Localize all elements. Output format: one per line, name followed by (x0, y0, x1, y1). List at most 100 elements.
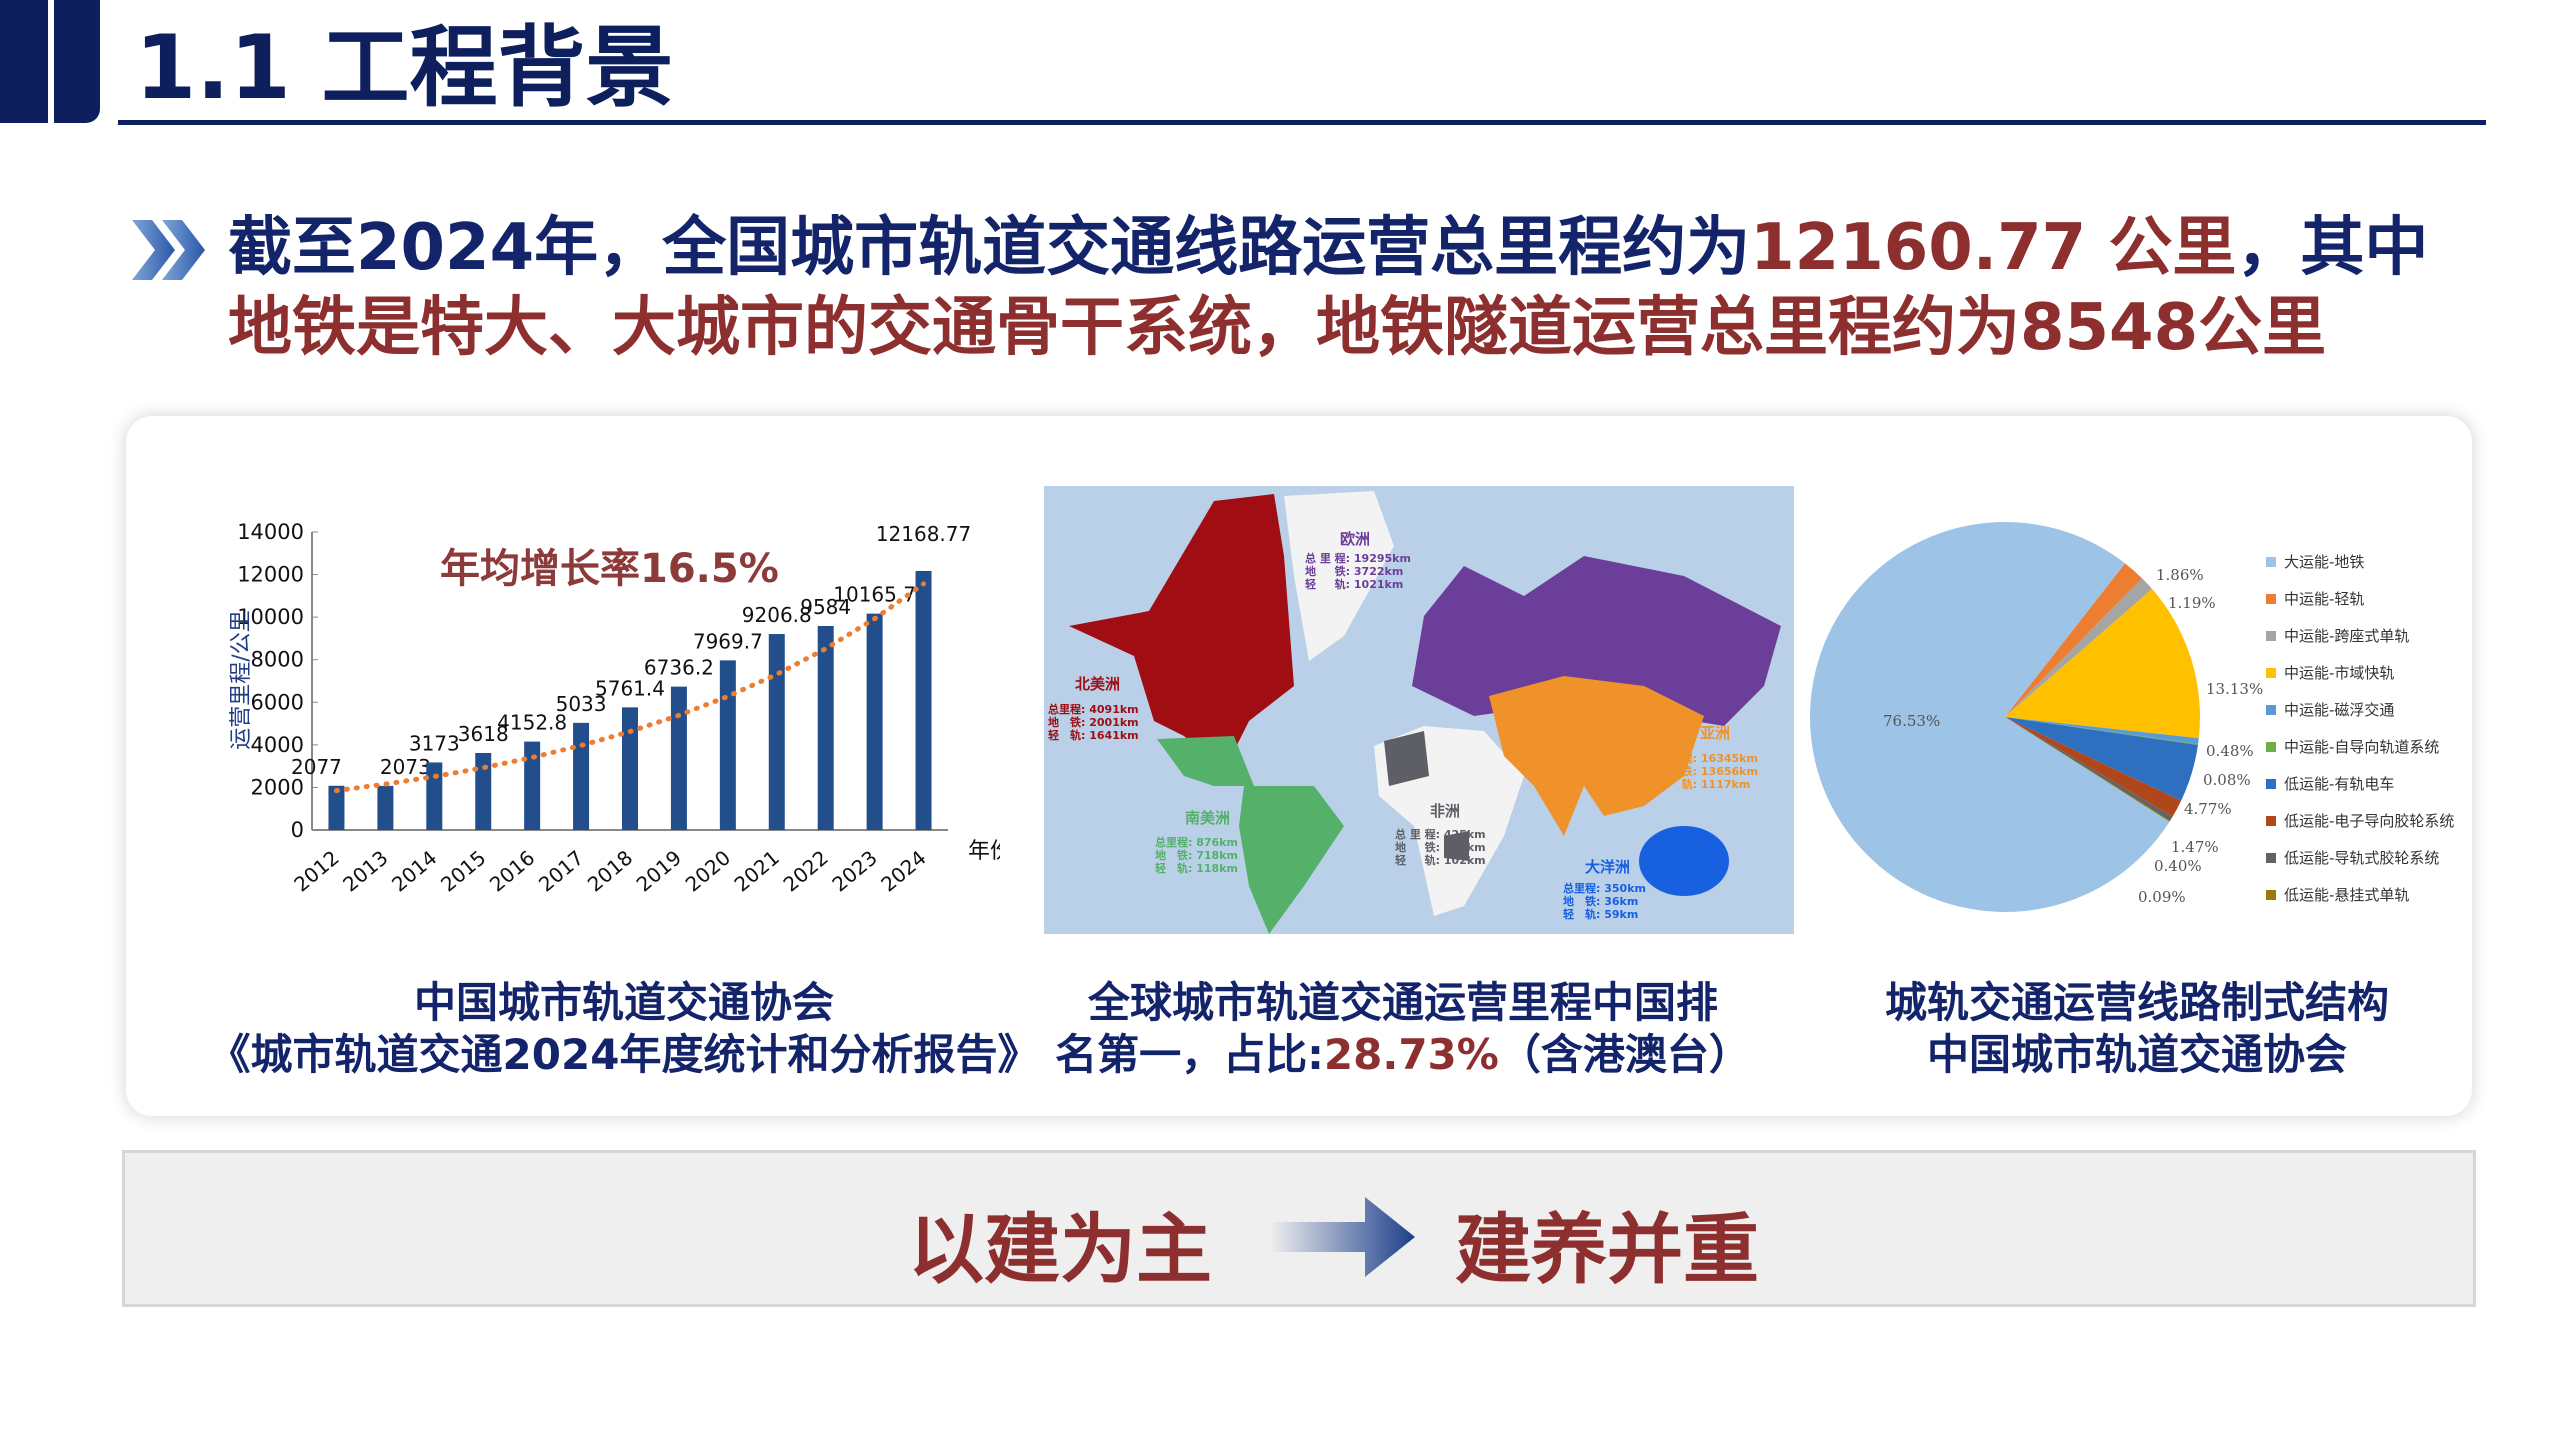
bar-value-label: 10165.7 (833, 583, 916, 607)
pie-percent-label: 1.19% (2168, 594, 2216, 612)
legend-label: 中运能-磁浮交通 (2284, 701, 2395, 719)
pie-percent-label: 0.08% (2203, 771, 2251, 789)
pie-percent-label: 0.40% (2154, 857, 2202, 875)
bar (622, 707, 638, 830)
pie-percent-label: 0.09% (2138, 888, 2186, 906)
x-tick-label: 2015 (436, 845, 490, 896)
legend-item: 中运能-轻轨 (2266, 588, 2454, 625)
asia-shape (1489, 676, 1704, 836)
map-info-south-america: 总里程: 876km 地 铁: 718km 轻 轨: 118km (1155, 836, 1238, 875)
legend-label: 低运能-悬挂式单轨 (2284, 886, 2410, 904)
africa-gray-shape (1384, 731, 1429, 786)
pie-slice (2005, 717, 2198, 801)
legend-label: 低运能-电子导向胶轮系统 (2284, 812, 2455, 830)
system-pie-chart (1810, 522, 2200, 912)
bar (573, 722, 590, 830)
legend-swatch (2266, 557, 2276, 567)
central-america-shape (1157, 736, 1254, 786)
pie-slice (2005, 717, 2199, 746)
x-tick-label: 2014 (387, 845, 441, 896)
pie-percent-label: 4.77% (2184, 800, 2232, 818)
strategy-banner (122, 1150, 2476, 1307)
x-tick-label: 2022 (778, 845, 832, 896)
y-tick-label: 4000 (251, 733, 304, 757)
pie-slice (2005, 717, 2171, 822)
header-accent-bar (54, 0, 100, 123)
map-label-asia: 亚洲 (1700, 724, 1731, 742)
australia-shape (1639, 826, 1729, 896)
x-axis-title: 年份 (968, 839, 1000, 864)
pie-percent-label: 1.86% (2156, 566, 2204, 584)
bar-value-label: 12168.77 (876, 522, 971, 546)
legend-label: 低运能-有轨电车 (2284, 775, 2395, 793)
headline-text: 截至2024年，全国城市轨道交通线路运营总里程约为 (228, 211, 1751, 285)
map-label-south-america: 南美洲 (1185, 809, 1231, 827)
pie-slice (1810, 522, 2170, 912)
legend-label: 中运能-自导向轨道系统 (2284, 738, 2440, 756)
caption-chart-source: 中国城市轨道交通协会 《城市轨道交通2024年度统计和分析报告》 (208, 978, 1040, 1079)
africa-gray-shape (1444, 831, 1469, 861)
strategy-to: 建养并重 (1455, 1205, 1759, 1294)
map-info-oceania: 总里程: 350km 地 铁: 36km 轻 轨: 59km (1563, 882, 1646, 921)
legend-item: 中运能-跨座式单轨 (2266, 625, 2454, 662)
pie-slice (2005, 717, 2199, 745)
x-tick-label: 2018 (583, 845, 637, 896)
bar-value-label: 5033 (556, 692, 607, 716)
map-label-oceania: 大洋洲 (1585, 858, 1631, 876)
map-info-asia: 总 里 程: 16345km 地 铁: 13656km 轻 轨: 1117km (1652, 752, 1758, 791)
y-tick-label: 2000 (251, 775, 304, 799)
x-tick-label: 2020 (681, 845, 735, 896)
pie-legend: 大运能-地铁 中运能-轻轨 中运能-跨座式单轨 中运能-市域快轨 中运能-磁浮交通 中运能… (2266, 551, 2454, 921)
pie-slice (2005, 578, 2153, 717)
bar (670, 686, 687, 830)
trendline (333, 581, 927, 794)
map-label-africa: 非洲 (1430, 802, 1461, 820)
pie-percent-label: 0.48% (2206, 742, 2254, 760)
bar (328, 785, 345, 830)
legend-swatch (2266, 668, 2276, 678)
x-tick-label: 2024 (876, 845, 930, 896)
x-tick-label: 2021 (730, 845, 784, 896)
legend-item: 低运能-电子导向胶轮系统 (2266, 810, 2454, 847)
bar-value-label: 2077 (291, 755, 342, 779)
legend-item: 中运能-磁浮交通 (2266, 699, 2454, 736)
bar (866, 613, 883, 830)
legend-swatch (2266, 890, 2276, 900)
legend-item: 中运能-市域快轨 (2266, 662, 2454, 699)
world-map (1044, 486, 1794, 934)
map-label-north-america: 北美洲 (1075, 675, 1121, 693)
pie-slice (2005, 563, 2143, 717)
headline-highlight: 地铁是特大、大城市的交通骨干系统，地铁隧道运营总里程约为8548公里 (228, 291, 2327, 365)
bar-value-label: 9584 (800, 595, 851, 619)
map-info-africa: 总 里 程: 425km 地 铁: 111km 轻 轨: 102km (1395, 828, 1486, 867)
caption-map: 全球城市轨道交通运营里程中国排 名第一，占比:28.73%（含港澳台） (1055, 978, 1751, 1079)
bar (377, 785, 394, 830)
strategy-from: 以建为主 (908, 1205, 1212, 1294)
bar (719, 660, 736, 830)
bar (915, 570, 932, 830)
pie-slice (2005, 717, 2173, 821)
bar-value-label: 5761.4 (595, 676, 665, 700)
south-america-shape (1239, 786, 1344, 934)
bar (426, 762, 443, 830)
bar-value-label: 4152.8 (497, 711, 567, 735)
bar-value-label: 7969.7 (693, 629, 763, 653)
bar-value-label: 2073 (380, 755, 431, 779)
growth-annotation: 年均增长率16.5% (440, 546, 779, 592)
x-tick-label: 2023 (827, 845, 881, 896)
bar-value-label: 9206.8 (742, 603, 812, 627)
legend-swatch (2266, 631, 2276, 641)
page-title: 1.1 工程背景 (135, 16, 674, 119)
right-arrow-icon (1270, 1197, 1415, 1277)
y-axis-title: 运营里程/公里 (229, 610, 254, 749)
pie-percent-label: 13.13% (2206, 680, 2264, 698)
header-accent-bar (0, 0, 48, 123)
map-info-europe: 总 里 程: 19295km 地 铁: 3722km 轻 轨: 1021km (1305, 552, 1411, 591)
x-tick-label: 2013 (338, 845, 392, 896)
legend-swatch (2266, 705, 2276, 715)
y-tick-label: 12000 (237, 563, 304, 587)
bar (817, 625, 834, 830)
bar-value-label: 3173 (409, 731, 460, 755)
greenland-shape (1284, 491, 1394, 661)
legend-swatch (2266, 853, 2276, 863)
